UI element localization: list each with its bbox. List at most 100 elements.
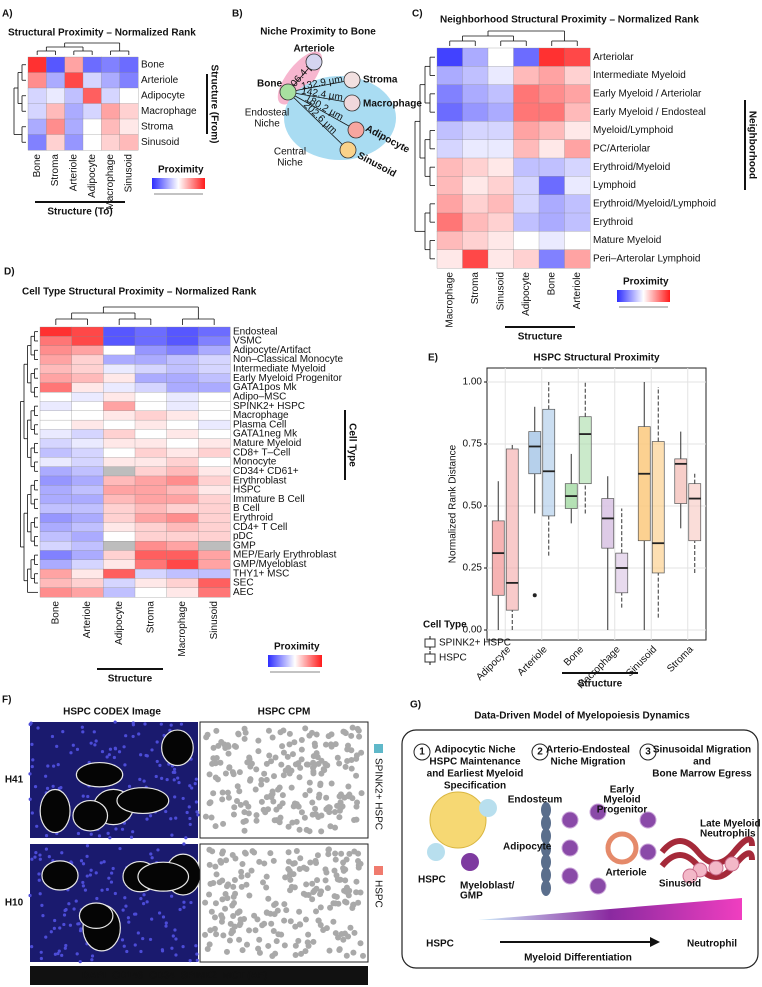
step-number: 2: [537, 747, 543, 758]
heatmap-cell: [538, 66, 565, 86]
heatmap-cell: [27, 87, 47, 104]
column-label: Stroma: [50, 154, 61, 187]
heatmap-cell: [564, 47, 591, 67]
nucleus: [173, 770, 177, 775]
cell-dot: [287, 876, 294, 883]
row-label: Early Myeloid / Endosteal: [593, 107, 706, 118]
heatmap-cell: [82, 56, 102, 73]
heatmap-cell: [71, 336, 104, 347]
heatmap-cell: [103, 540, 136, 551]
heatmap-cell: [166, 485, 199, 496]
cell-dot: [306, 779, 313, 786]
heatmap-cell: [198, 345, 231, 356]
nucleus: [107, 753, 111, 757]
heatmap-cell: [166, 438, 199, 449]
cell-dot: [279, 743, 286, 750]
heatmap-cell: [134, 522, 168, 533]
heatmap-cell: [134, 382, 168, 393]
step-title: Adipocytic Niche: [434, 745, 516, 756]
row-label: Macrophage: [141, 106, 197, 117]
heatmap-cell: [103, 438, 136, 449]
heatmap-cell: [198, 392, 231, 402]
cell-dot: [313, 908, 320, 915]
cell-art: [708, 860, 724, 876]
cell-dot: [318, 770, 325, 777]
cell-dot: [322, 741, 329, 748]
heatmap-cell: [166, 540, 199, 551]
heatmap-cell: [39, 513, 73, 523]
cell-dot: [305, 931, 312, 938]
nucleus: [74, 899, 78, 903]
heatmap-cell: [198, 326, 231, 337]
heatmap-cell: [166, 345, 199, 356]
cell-dot: [246, 892, 253, 899]
nucleus: [94, 871, 98, 875]
heatmap-cell: [39, 475, 73, 486]
nucleus: [28, 893, 32, 898]
cell-dot: [349, 905, 356, 912]
nucleus: [79, 927, 83, 931]
cell-dot: [298, 746, 305, 753]
y-tick-label: 0.25: [463, 563, 483, 574]
nucleus: [150, 748, 154, 752]
heatmap-cell: [487, 231, 514, 251]
cell-dot: [239, 861, 246, 868]
x-axis-label: Structure: [518, 332, 563, 343]
heatmap-cell: [103, 345, 136, 356]
nucleus: [39, 950, 43, 954]
cell-dot: [353, 816, 360, 823]
heatmap-cell: [39, 457, 73, 468]
nucleus: [52, 764, 56, 768]
heatmap-cell: [103, 354, 136, 365]
heatmap-cell: [134, 392, 168, 402]
nucleus: [121, 908, 125, 912]
edge: [287, 91, 357, 131]
cell-dot: [340, 728, 347, 735]
edge: [287, 91, 349, 151]
cell-dot: [219, 896, 226, 903]
heatmap-cell: [27, 103, 47, 120]
heatmap-cell: [134, 429, 168, 440]
heatmap-cell: [39, 447, 73, 458]
diagram-title: Niche Proximity to Bone: [260, 27, 376, 38]
box: [637, 426, 651, 542]
heatmap-cell: [103, 410, 136, 421]
cell-dot: [213, 727, 220, 734]
cell-dot: [287, 887, 294, 894]
heatmap-cell: [71, 401, 104, 412]
nucleus: [136, 931, 140, 935]
row-label: Lymphoid: [593, 180, 636, 191]
cell-dot: [251, 849, 258, 856]
endosteum-art: [541, 854, 551, 870]
nucleus: [67, 902, 71, 906]
nucleus: [120, 938, 125, 942]
cell-dot: [301, 814, 308, 821]
heatmap-cell: [487, 176, 514, 196]
column-label: Adipocyte: [521, 272, 532, 316]
heatmap-cell: [134, 587, 168, 598]
adipocyte: [78, 902, 114, 929]
cell-dot: [293, 818, 300, 825]
cell-dot: [292, 923, 299, 930]
legend-label: HSPC: [372, 880, 383, 908]
nucleus: [160, 776, 164, 780]
heatmap-cell: [119, 87, 139, 104]
step-badge: [531, 743, 549, 761]
heatmap-cell: [462, 102, 489, 122]
cell-art: [639, 843, 657, 861]
model-title: Data-Driven Model of Myelopoiesis Dynami…: [474, 711, 690, 722]
row-label: CD4+ T Cell: [233, 522, 287, 533]
nucleus: [30, 811, 34, 815]
cell-dot: [256, 936, 263, 943]
cell-label: Adipocyte: [503, 842, 552, 853]
legend-label: HSPC: [439, 653, 467, 664]
nucleus: [194, 800, 198, 804]
heatmap-cell: [71, 354, 104, 365]
cell-dot: [254, 916, 261, 923]
heatmap-cell: [538, 194, 565, 214]
cell-dot: [327, 904, 334, 911]
cell-label: Early: [610, 785, 635, 796]
nucleus: [188, 816, 192, 821]
channel-label: CD146: [112, 971, 144, 982]
cell-dot: [315, 794, 322, 801]
